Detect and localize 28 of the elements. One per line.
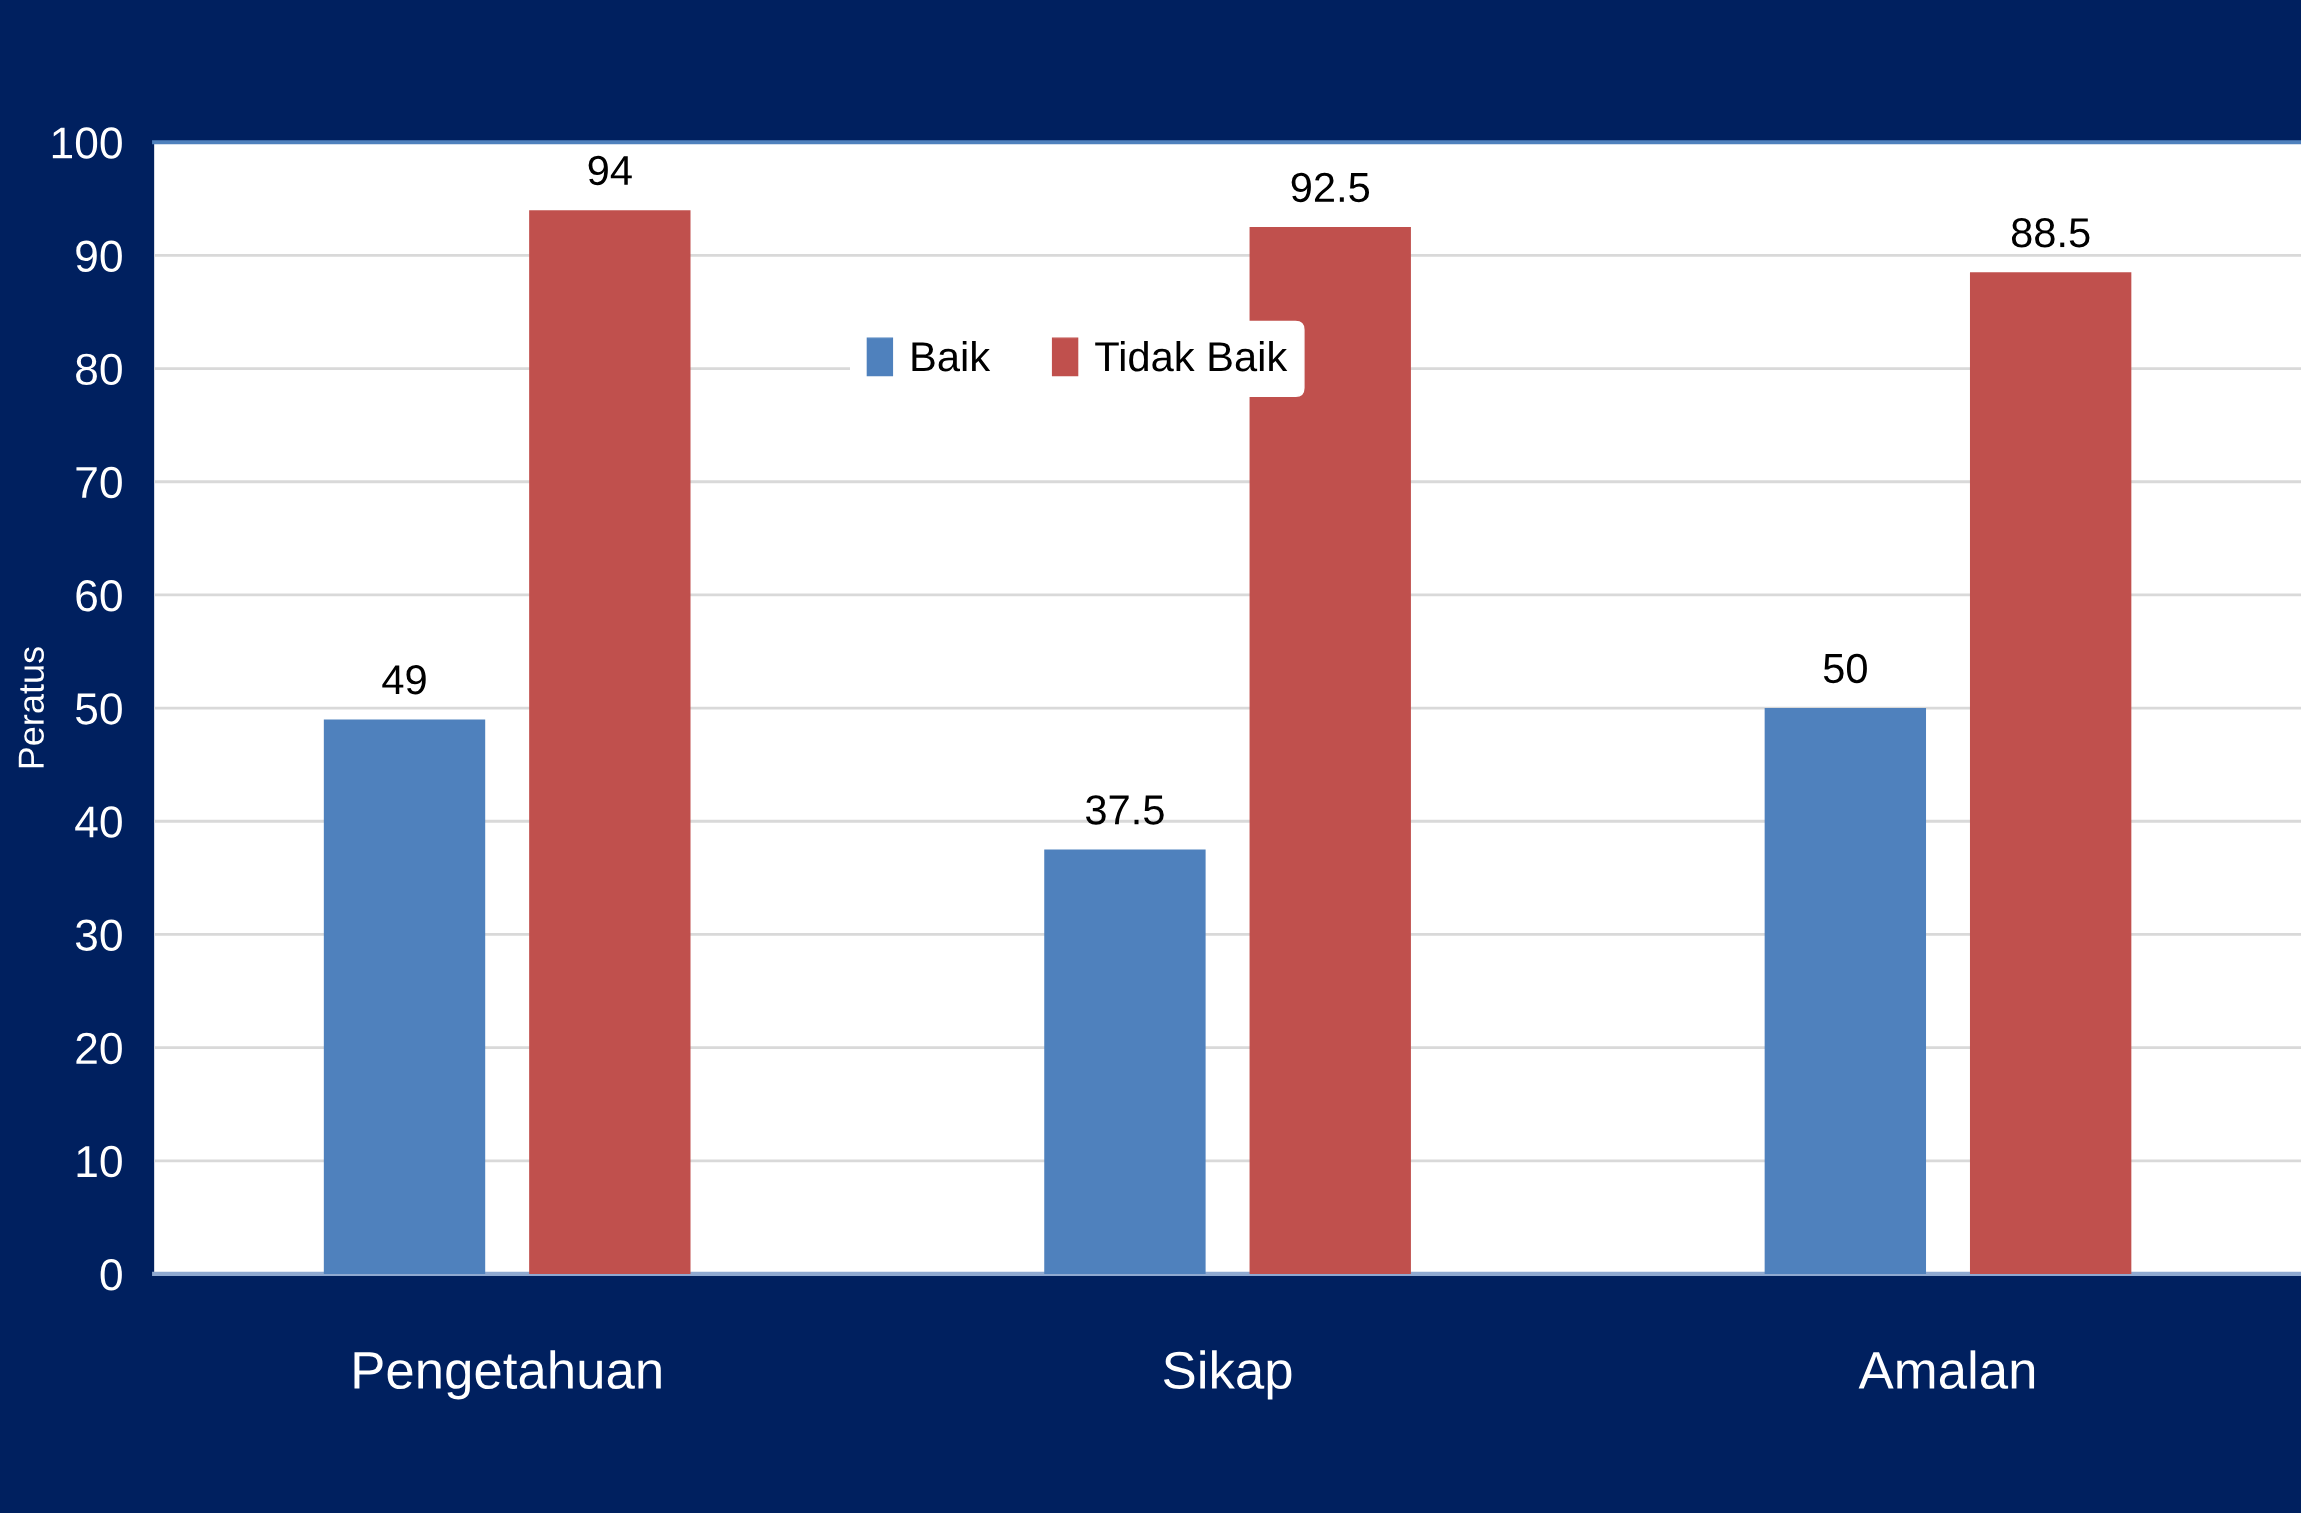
y-tick-label: 50 [75,693,122,725]
y-tick-label: 100 [52,127,122,159]
y-tick-label: 0 [100,1259,122,1291]
data-label: 50 [1823,653,1867,684]
y-axis-title: Peratus [18,647,44,768]
y-tick-label: 80 [76,353,122,386]
y-tick-label: 10 [77,1145,122,1178]
x-tick-label: Amalan [1858,1350,2035,1390]
legend-label: Baik [912,340,991,372]
bar [1764,708,1927,1274]
data-label: 88.5 [2011,217,2090,248]
y-tick-label: 20 [76,1032,122,1065]
y-tick-label: 70 [76,466,122,499]
data-label: 37.5 [1085,795,1164,825]
data-label: 49 [382,664,426,695]
x-tick-label: Sikap [1163,1350,1292,1400]
y-tick-label: 90 [76,240,122,272]
bar [1044,849,1206,1274]
y-tick-label: 60 [76,579,122,612]
legend-label: Tidak Baik [1095,340,1288,372]
data-label: 94 [588,155,632,186]
y-tick-label: 40 [75,806,122,838]
y-tick-label: 30 [75,919,122,951]
bar [323,719,486,1274]
bar [529,210,691,1274]
bar [1969,272,2132,1274]
x-tick-label: Pengetahuan [354,1350,661,1400]
data-label: 92.5 [1291,172,1370,203]
